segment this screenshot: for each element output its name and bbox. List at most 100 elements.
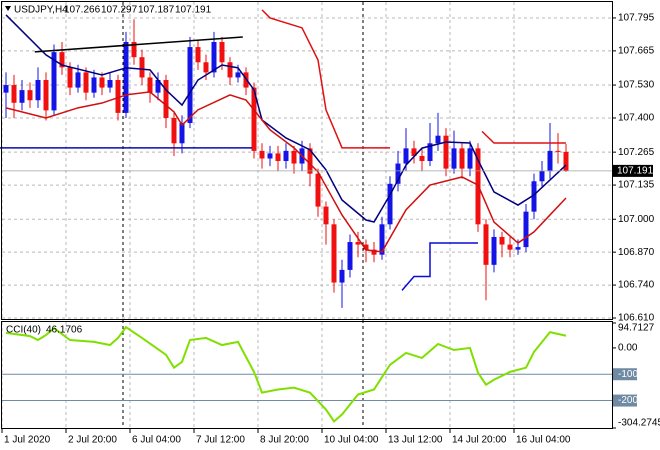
candle-body [259,150,265,159]
candle-body [11,85,17,103]
candle-body [251,87,257,151]
candle-body [59,52,65,68]
indicator-line [34,36,243,53]
candle-body [163,79,169,118]
candle-body [75,72,81,88]
candle-body [531,181,537,212]
y-tick-label: 107.135 [618,180,655,191]
candle-body [323,206,329,225]
candle-body [307,148,313,174]
candle-body [267,153,273,159]
y-tick-label: -200 [618,395,638,406]
x-tick-label: 13 Jul 12:00 [388,435,443,446]
cci-title: CCI(40) [6,325,41,336]
y-tick-label: 107.000 [618,214,655,225]
current-price-tag [613,164,653,177]
y-tick-label: -304.2745 [618,418,660,429]
candle-body [51,52,57,111]
candle-body [155,79,161,93]
candle-body [387,183,393,225]
candle-body [131,42,137,58]
candle-body [459,148,465,169]
y-tick-label: 107.795 [618,13,655,24]
last-open: 107.266 [64,5,101,16]
candle-body [379,224,385,255]
x-tick-label: 1 Jul 2020 [4,435,51,446]
candle-body [403,148,409,164]
candle-body [179,123,185,144]
symbol-icon [5,6,11,11]
candle-body [83,72,89,93]
level-tag [613,394,637,407]
x-tick-label: 14 Jul 20:00 [452,435,507,446]
candle-body [507,244,513,250]
cci-panel-border [1,321,613,429]
candle-body [107,79,113,88]
candle-body [227,62,233,78]
candle-body [315,173,321,207]
y-tick-label: 106.610 [618,313,655,324]
candle-body [99,77,105,88]
candle-body [491,236,497,265]
x-tick-label: 10 Jul 04:00 [324,435,379,446]
candle-body [451,148,457,169]
candle-body [395,163,401,184]
last-close: 107.191 [175,5,212,16]
candle-body [235,72,241,78]
last-low: 107.187 [138,5,175,16]
candle-body [339,269,345,283]
current-price-label: 107.191 [617,166,654,177]
marks: 107.795 107.665 107.530 107.400 107.265 107.1… [0,9,660,446]
y-tick-label: 0.00 [618,343,638,354]
candle-body [467,148,473,169]
candle-body [435,135,441,144]
candle-body [547,150,553,172]
candle-body [171,117,177,144]
candle-body [27,90,33,101]
grid [1,2,612,428]
candle-body [275,153,281,162]
candle-body [355,242,361,245]
candle-body [539,171,545,182]
candle-body [523,211,529,248]
candle-body [515,247,521,250]
x-tick-label: 8 Jul 20:00 [260,435,309,446]
candle-body [123,42,129,113]
level-tag [613,368,637,381]
y-tick-label: 106.870 [618,247,655,258]
candle-body [67,67,73,88]
y-tick-label: -100 [618,369,638,380]
candle-body [347,242,353,270]
indicator-line [5,14,567,223]
candle-body [371,249,377,255]
y-tick-label: 107.665 [618,46,655,57]
candle-body [147,77,153,93]
main-panel-border [1,1,613,320]
y-tick-label: 107.265 [618,147,655,158]
candle-body [555,150,561,152]
candle-body [291,150,297,164]
cci-value: 46.1706 [46,325,83,336]
indicator-line [481,130,566,144]
x-tick-label: 16 Jul 04:00 [516,435,571,446]
y-tick-label: 107.400 [618,113,655,124]
candle-body [195,47,201,63]
candle-body [139,57,145,78]
candle-body [283,150,289,162]
indicator-line [401,242,478,291]
indicator-line [261,9,390,149]
candle-body [483,224,489,265]
candle-body [35,79,41,101]
candle-body [563,151,569,171]
candle-body [43,79,49,111]
y-tick-label: 106.740 [618,280,655,291]
x-tick-label: 2 Jul 20:00 [68,435,117,446]
candle-body [363,244,369,250]
candle-body [219,42,225,63]
candle-body [203,62,209,73]
candle-body [3,85,9,93]
candle-body [427,143,433,162]
